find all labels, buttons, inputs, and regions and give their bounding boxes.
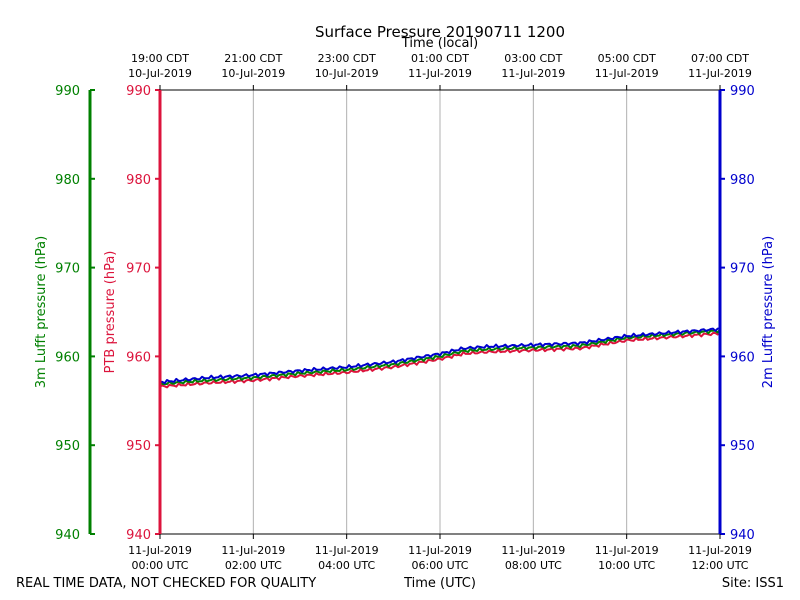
bottom-x-tick-time: 12:00 UTC — [691, 559, 748, 572]
top-x-tick-time: 19:00 CDT — [131, 52, 189, 65]
chart-title: Surface Pressure 20190711 1200 — [315, 23, 565, 41]
lufft3m-tick-label: 960 — [55, 350, 80, 365]
top-x-tick-date: 10-Jul-2019 — [315, 67, 379, 80]
series-line-ptb — [159, 332, 721, 389]
top-x-tick-date: 11-Jul-2019 — [501, 67, 565, 80]
series-line-lufft2m — [159, 327, 721, 385]
outer-left-axis-label: 3m Lufft pressure (hPa) — [34, 236, 49, 388]
right-axis-label: 2m Lufft pressure (hPa) — [761, 236, 776, 388]
top-x-tick-time: 03:00 CDT — [504, 52, 562, 65]
inner-left-axis-label: PTB pressure (hPa) — [103, 251, 118, 374]
top-axis-label: Time (local) — [401, 36, 478, 51]
ptb-tick-label: 980 — [126, 173, 151, 188]
bottom-x-tick-date: 11-Jul-2019 — [688, 544, 752, 557]
top-x-tick-time: 01:00 CDT — [411, 52, 469, 65]
bottom-x-tick-date: 11-Jul-2019 — [128, 544, 192, 557]
ticks-layer: 940 940 940 950 950 950 960 960 960 970 970 970 980 9… — [55, 52, 755, 572]
lufft2m-tick-label: 950 — [730, 439, 755, 454]
axes-layer — [88, 89, 722, 535]
ptb-tick-label: 940 — [126, 528, 151, 543]
bottom-x-tick-date: 11-Jul-2019 — [501, 544, 565, 557]
lufft2m-tick-label: 960 — [730, 350, 755, 365]
bottom-x-tick-date: 11-Jul-2019 — [221, 544, 285, 557]
lufft2m-tick-label: 940 — [730, 528, 755, 543]
top-x-tick-time: 05:00 CDT — [598, 52, 656, 65]
grid-layer — [252, 90, 628, 534]
ptb-tick-label: 990 — [126, 84, 151, 99]
ptb-tick-label: 970 — [126, 262, 151, 277]
lufft2m-tick-label: 980 — [730, 173, 755, 188]
bottom-x-tick-time: 06:00 UTC — [411, 559, 468, 572]
top-x-tick-time: 21:00 CDT — [224, 52, 282, 65]
bottom-x-tick-date: 11-Jul-2019 — [595, 544, 659, 557]
top-x-tick-time: 23:00 CDT — [318, 52, 376, 65]
top-x-tick-date: 10-Jul-2019 — [128, 67, 192, 80]
site-label: Site: ISS1 — [721, 576, 784, 591]
bottom-x-tick-time: 08:00 UTC — [505, 559, 562, 572]
lufft3m-tick-label: 990 — [55, 84, 80, 99]
bottom-axis-label: Time (UTC) — [404, 576, 476, 591]
top-x-tick-time: 07:00 CDT — [691, 52, 749, 65]
lufft3m-tick-label: 970 — [55, 262, 80, 277]
bottom-x-tick-date: 11-Jul-2019 — [408, 544, 472, 557]
bottom-x-tick-time: 04:00 UTC — [318, 559, 375, 572]
bottom-x-tick-time: 02:00 UTC — [225, 559, 282, 572]
bottom-x-tick-date: 11-Jul-2019 — [315, 544, 379, 557]
quality-disclaimer: REAL TIME DATA, NOT CHECKED FOR QUALITY — [16, 576, 317, 591]
lufft3m-tick-label: 940 — [55, 528, 80, 543]
ptb-tick-label: 950 — [126, 439, 151, 454]
top-x-tick-date: 10-Jul-2019 — [221, 67, 285, 80]
lufft3m-tick-label: 950 — [55, 439, 80, 454]
lufft2m-tick-label: 990 — [730, 84, 755, 99]
lufft2m-tick-label: 970 — [730, 262, 755, 277]
ptb-tick-label: 960 — [126, 350, 151, 365]
lufft3m-tick-label: 980 — [55, 173, 80, 188]
series-layer — [159, 327, 721, 389]
top-x-tick-date: 11-Jul-2019 — [688, 67, 752, 80]
bottom-x-tick-time: 10:00 UTC — [598, 559, 655, 572]
top-x-tick-date: 11-Jul-2019 — [595, 67, 659, 80]
top-x-tick-date: 11-Jul-2019 — [408, 67, 472, 80]
bottom-x-tick-time: 00:00 UTC — [131, 559, 188, 572]
